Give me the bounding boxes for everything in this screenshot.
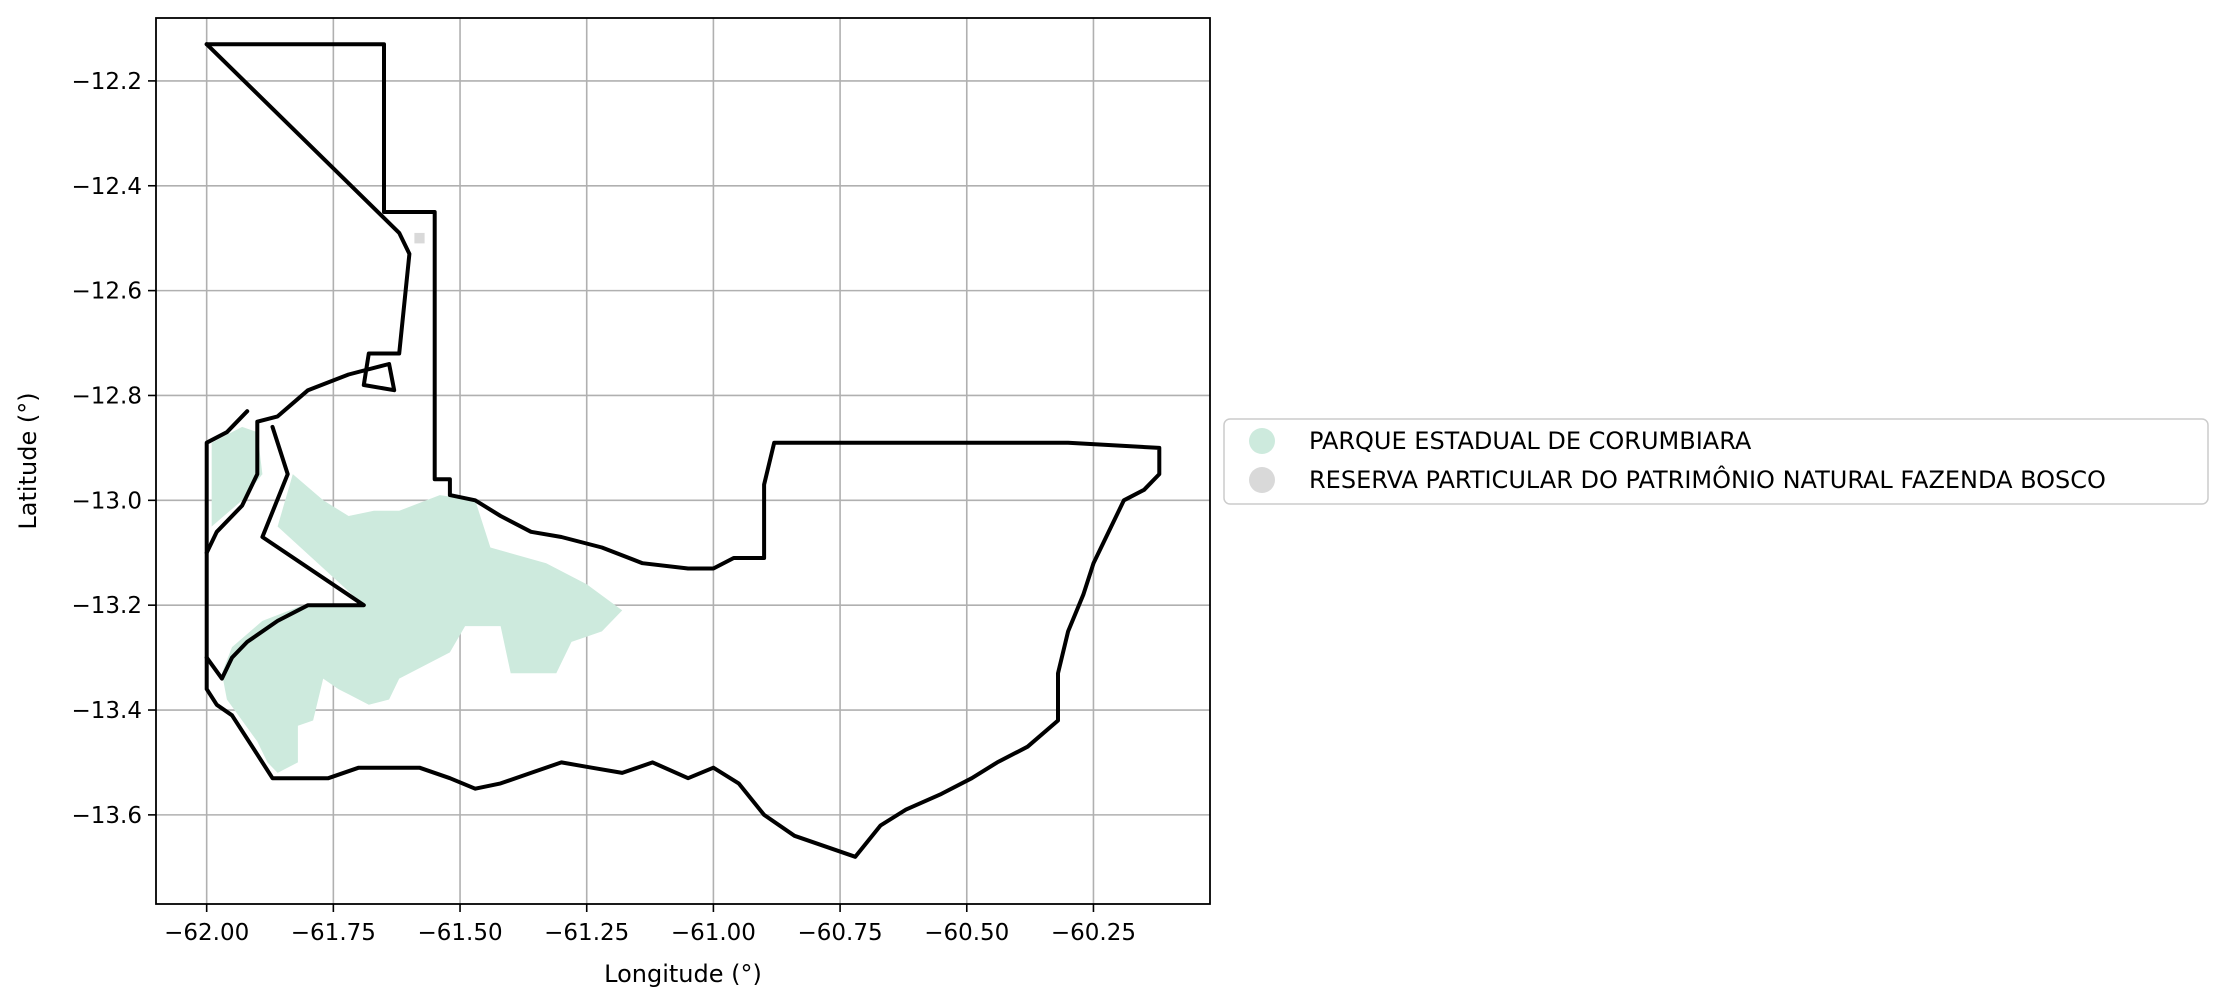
x-axis-label: Longitude (°) (604, 960, 762, 988)
y-tick-label: −12.2 (72, 69, 142, 95)
y-axis-label: Latitude (°) (14, 392, 42, 529)
park-area (222, 474, 622, 773)
y-tick-label: −13.0 (72, 488, 142, 514)
x-tick-label: −60.25 (1051, 920, 1136, 946)
y-tick-label: −12.6 (72, 279, 142, 305)
x-axis-ticks: −62.00 −61.75 −61.50 −61.25 −61.00 −60.75 −60.… (164, 904, 1136, 946)
y-tick-label: −13.6 (72, 803, 142, 829)
reserve-area (414, 233, 424, 244)
legend-marker-reserve (1249, 467, 1275, 493)
y-axis-ticks: −12.2 −12.4 −12.6 −12.8 −13.0 −13.2 −13.4 −13.6 (72, 69, 156, 829)
legend-marker-park (1249, 428, 1275, 454)
y-tick-label: −12.8 (72, 383, 142, 409)
boundary-line (207, 44, 1160, 857)
y-tick-label: −12.4 (72, 174, 142, 200)
legend-label-reserve: RESERVA PARTICULAR DO PATRIMÔNIO NATURAL… (1309, 464, 2106, 494)
x-tick-label: −62.00 (164, 920, 249, 946)
x-tick-label: −61.00 (671, 920, 756, 946)
x-tick-label: −60.75 (798, 920, 883, 946)
map-areas (212, 233, 623, 773)
legend-label-park: PARQUE ESTADUAL DE CORUMBIARA (1309, 427, 1752, 455)
x-tick-label: −60.50 (924, 920, 1009, 946)
legend: PARQUE ESTADUAL DE CORUMBIARA RESERVA PA… (1224, 419, 2208, 504)
x-tick-label: −61.25 (544, 920, 629, 946)
x-tick-label: −61.50 (417, 920, 502, 946)
y-tick-label: −13.4 (72, 698, 142, 724)
y-tick-label: −13.2 (72, 593, 142, 619)
x-tick-label: −61.75 (291, 920, 376, 946)
boundary-lines (207, 44, 1160, 857)
